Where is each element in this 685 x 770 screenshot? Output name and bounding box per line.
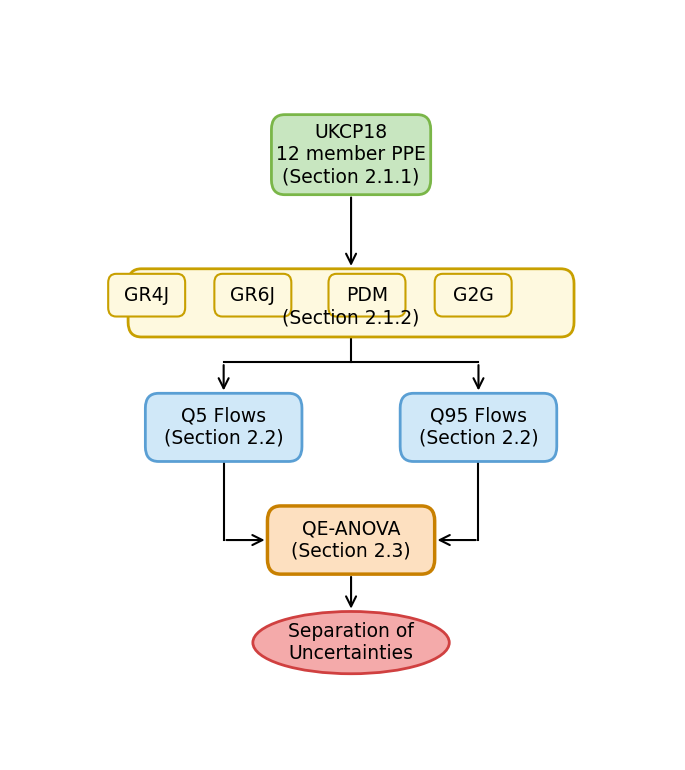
FancyBboxPatch shape xyxy=(271,115,431,195)
Text: Q95 Flows
(Section 2.2): Q95 Flows (Section 2.2) xyxy=(419,407,538,448)
FancyBboxPatch shape xyxy=(108,274,185,316)
Text: QE-ANOVA
(Section 2.3): QE-ANOVA (Section 2.3) xyxy=(291,520,411,561)
FancyBboxPatch shape xyxy=(400,393,557,461)
FancyBboxPatch shape xyxy=(128,269,574,337)
Text: GR6J: GR6J xyxy=(230,286,275,305)
Text: (Section 2.1.2): (Section 2.1.2) xyxy=(282,309,420,328)
FancyBboxPatch shape xyxy=(145,393,302,461)
Text: Separation of
Uncertainties: Separation of Uncertainties xyxy=(288,622,414,663)
Text: PDM: PDM xyxy=(346,286,388,305)
Ellipse shape xyxy=(253,611,449,674)
FancyBboxPatch shape xyxy=(329,274,406,316)
Text: G2G: G2G xyxy=(453,286,494,305)
FancyBboxPatch shape xyxy=(435,274,512,316)
Text: GR4J: GR4J xyxy=(124,286,169,305)
FancyBboxPatch shape xyxy=(267,506,435,574)
Text: UKCP18
12 member PPE
(Section 2.1.1): UKCP18 12 member PPE (Section 2.1.1) xyxy=(276,123,426,186)
Text: Q5 Flows
(Section 2.2): Q5 Flows (Section 2.2) xyxy=(164,407,284,448)
FancyBboxPatch shape xyxy=(214,274,291,316)
